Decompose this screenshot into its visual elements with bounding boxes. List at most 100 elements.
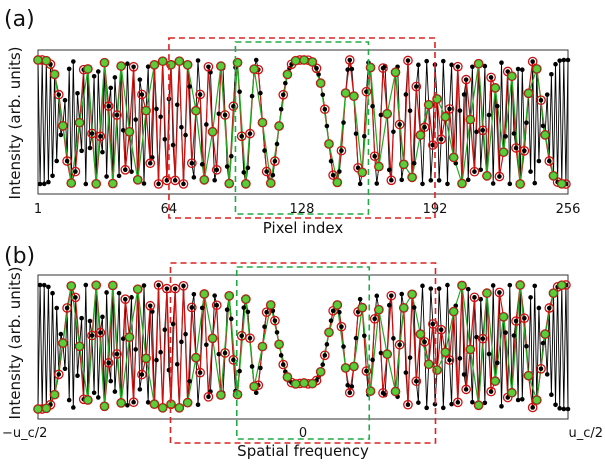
b-point-black — [95, 395, 101, 400]
a-point-black — [114, 112, 120, 118]
a-point-green — [183, 60, 192, 69]
a-point-black — [179, 124, 184, 130]
a-point-black — [372, 153, 378, 159]
a-point-red — [344, 55, 355, 65]
b-point-black — [430, 321, 436, 327]
a-point-black — [445, 181, 450, 187]
b-point-red — [195, 367, 205, 378]
a-point-black — [549, 72, 554, 77]
b-point-green — [524, 371, 533, 380]
a-point-red — [469, 166, 480, 177]
b-point-black — [345, 382, 350, 388]
panel-b: (b) Intensity (arb. units) −u_c/2 0 u_c/2 … — [2, 244, 603, 460]
panel-b-plot-frame — [37, 274, 569, 420]
b-point-green — [150, 400, 159, 409]
a-point-black — [262, 148, 267, 153]
a-point-red — [116, 61, 126, 71]
a-point-red — [407, 172, 417, 183]
b-point-black — [199, 305, 205, 311]
b-point-black — [262, 324, 267, 330]
a-point-black — [50, 173, 55, 179]
b-point-black — [258, 365, 263, 371]
b-point-green — [474, 401, 483, 410]
b-point-red — [490, 376, 501, 386]
b-point-black — [174, 361, 180, 367]
a-point-black — [139, 92, 145, 97]
a-point-black — [515, 66, 521, 72]
b-point-green — [117, 399, 126, 407]
b-point-black — [239, 333, 244, 339]
a-point-green — [67, 179, 76, 187]
a-point-red — [66, 178, 77, 188]
b-point-black — [436, 286, 442, 291]
a-point-red — [511, 143, 521, 153]
a-point-black — [89, 131, 95, 136]
a-point-green — [325, 140, 333, 148]
b-point-black — [247, 335, 253, 341]
a-x-tick-label: 1 — [34, 202, 42, 217]
a-point-green — [100, 58, 109, 67]
panel-a-zoom-boxes — [168, 37, 436, 219]
a-point-black — [164, 178, 170, 183]
a-point-black — [71, 59, 76, 64]
b-point-black — [170, 321, 176, 327]
b-point-black — [212, 293, 217, 298]
b-point-red — [465, 344, 476, 355]
a-point-black — [189, 160, 195, 166]
a-point-black — [430, 142, 436, 148]
a-point-green — [316, 79, 325, 88]
b-point-red — [145, 300, 156, 311]
b-point-black — [413, 378, 419, 384]
a-point-red — [58, 121, 68, 131]
a-point-black — [565, 57, 571, 63]
b-point-red — [278, 359, 289, 370]
b-point-red — [270, 315, 280, 326]
panel-b-zoom-boxes — [169, 262, 437, 444]
b-x-tick-label: u_c/2 — [568, 426, 603, 441]
a-point-black — [447, 106, 452, 112]
b-point-green — [225, 291, 234, 300]
b-point-black — [183, 331, 188, 337]
b-point-black — [253, 390, 259, 396]
a-point-red — [145, 158, 156, 169]
b-point-green — [341, 364, 350, 372]
a-point-red — [87, 128, 97, 139]
b-point-black — [112, 389, 118, 394]
b-point-red — [224, 291, 235, 301]
a-point-black — [374, 181, 380, 186]
a-point-red — [174, 56, 185, 67]
a-point-green — [200, 175, 209, 184]
a-point-green — [125, 127, 134, 136]
b-point-black — [158, 349, 163, 355]
a-point-green — [225, 179, 234, 188]
a-point-black — [540, 123, 546, 129]
b-point-black — [162, 327, 168, 333]
a-point-black — [247, 131, 253, 136]
a-point-black — [397, 122, 402, 127]
b-point-black — [274, 330, 280, 335]
b-point-green — [557, 281, 566, 290]
a-point-black — [486, 112, 492, 118]
b-point-green — [175, 403, 184, 412]
b-point-black — [428, 286, 434, 291]
a-point-black — [187, 84, 193, 89]
b-point-green — [441, 348, 450, 357]
b-point-green — [391, 387, 400, 396]
a-point-red — [556, 178, 567, 189]
a-point-black — [137, 77, 143, 82]
b-point-red — [336, 321, 347, 332]
a-point-black — [141, 181, 147, 186]
b-point-red — [91, 280, 102, 291]
b-point-black — [116, 290, 122, 296]
a-point-black — [320, 92, 326, 98]
b-point-black — [278, 353, 284, 358]
b-point-green — [34, 405, 42, 413]
a-point-black — [463, 77, 469, 82]
b-point-red — [53, 369, 64, 380]
a-point-green — [557, 179, 566, 188]
b-point-black — [189, 305, 195, 310]
b-point-black — [403, 370, 409, 375]
b-point-black — [204, 342, 209, 348]
b-point-green — [516, 281, 525, 289]
b-point-red — [415, 329, 426, 340]
